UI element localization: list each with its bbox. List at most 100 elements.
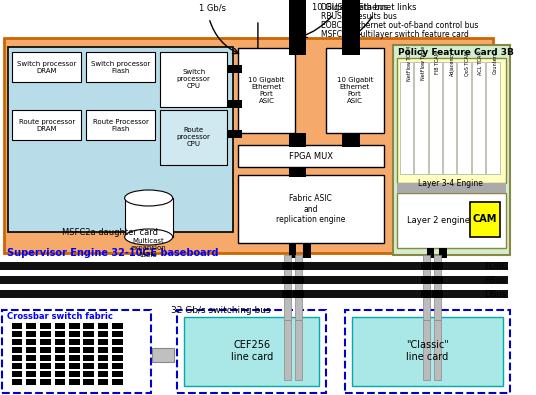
Bar [177,310,326,393]
Text: 32 Gb/s switching bus: 32 Gb/s switching bus [170,306,270,315]
Bar [84,339,94,345]
Bar [84,371,94,377]
Bar [293,276,304,284]
Bar [11,347,22,353]
Bar [397,58,506,183]
Bar [112,347,123,353]
Bar [98,323,108,329]
Bar [12,110,81,140]
Text: Route
processor
CPU: Route processor CPU [177,127,211,147]
Bar [98,371,108,377]
Bar [11,363,22,369]
Bar [11,379,22,385]
Text: 1 Gb/s: 1 Gb/s [199,3,226,12]
Text: Route processor
DRAM: Route processor DRAM [19,118,75,132]
Bar [26,323,36,329]
Bar [26,331,36,337]
Bar [55,331,65,337]
Text: Fabric ASIC
and
replication engine: Fabric ASIC and replication engine [276,194,345,224]
Ellipse shape [125,190,173,206]
Bar [293,290,304,298]
Text: Layer 2 engine: Layer 2 engine [407,216,471,224]
Bar [343,133,360,147]
Bar [238,175,383,243]
Bar [486,62,500,174]
Bar [40,379,51,385]
Bar [282,276,293,284]
Bar [152,348,174,362]
Text: CAM: CAM [473,214,497,224]
Bar [98,347,108,353]
Bar [11,331,22,337]
Bar [40,355,51,361]
Bar [160,52,227,107]
Bar [112,379,123,385]
Text: FIB TCAM: FIB TCAM [435,52,440,74]
Bar [0,262,508,270]
Bar [26,339,36,345]
Text: EOBC: EOBC [484,262,508,271]
Bar [433,290,443,298]
Bar [84,379,94,385]
Bar [69,323,79,329]
Bar [295,255,302,320]
Bar [112,323,123,329]
Bar [26,371,36,377]
Bar [397,183,506,193]
Text: NetFlow TCAM: NetFlow TCAM [406,45,412,81]
Bar [0,290,508,298]
Bar [26,363,36,369]
Text: "Classic"
line card: "Classic" line card [406,340,449,362]
Text: Switch
processor
CPU: Switch processor CPU [177,69,211,89]
Text: QoS TCAM: QoS TCAM [464,51,469,75]
Bar [288,133,306,147]
Text: Counters: Counters [493,52,498,74]
Text: NetFlow Table: NetFlow Table [421,46,426,80]
Bar [98,339,108,345]
Text: Multicast
expansion
table: Multicast expansion table [131,238,167,258]
Bar [457,62,471,174]
Bar [55,339,65,345]
Bar [397,193,506,248]
Bar [98,363,108,369]
Bar [284,255,291,320]
Text: Crossbar switch fabric: Crossbar switch fabric [7,312,113,321]
Bar [288,0,306,55]
Bar [434,320,441,380]
Bar [421,276,431,284]
Bar [55,371,65,377]
Bar [84,363,94,369]
Bar [112,339,123,345]
Bar [98,379,108,385]
Bar [288,243,296,258]
Bar [2,310,151,393]
Bar [295,320,302,380]
Text: ACL TCAM: ACL TCAM [479,51,483,75]
Text: Layer 3-4 Engine: Layer 3-4 Engine [418,179,483,188]
Bar [69,379,79,385]
Bar [40,331,51,337]
Bar [470,202,501,237]
Bar [26,347,36,353]
Bar [160,110,227,165]
Text: DBus: DBus [484,290,507,299]
Bar [345,310,510,393]
Text: DBUS = Data bus: DBUS = Data bus [321,3,388,12]
Bar [40,363,51,369]
Ellipse shape [125,229,173,245]
Bar [282,290,293,298]
Bar [421,290,431,298]
Text: RBus: RBus [484,276,505,285]
Text: MSFC = multilayer switch feature card: MSFC = multilayer switch feature card [321,30,469,39]
Bar [69,347,79,353]
Bar [303,243,311,258]
Bar [86,52,155,82]
Bar [84,331,94,337]
Bar [4,38,493,253]
Bar [227,100,242,108]
Bar [112,331,123,337]
Bar [434,255,441,320]
Bar [423,320,429,380]
Bar [11,371,22,377]
Bar [472,62,485,174]
